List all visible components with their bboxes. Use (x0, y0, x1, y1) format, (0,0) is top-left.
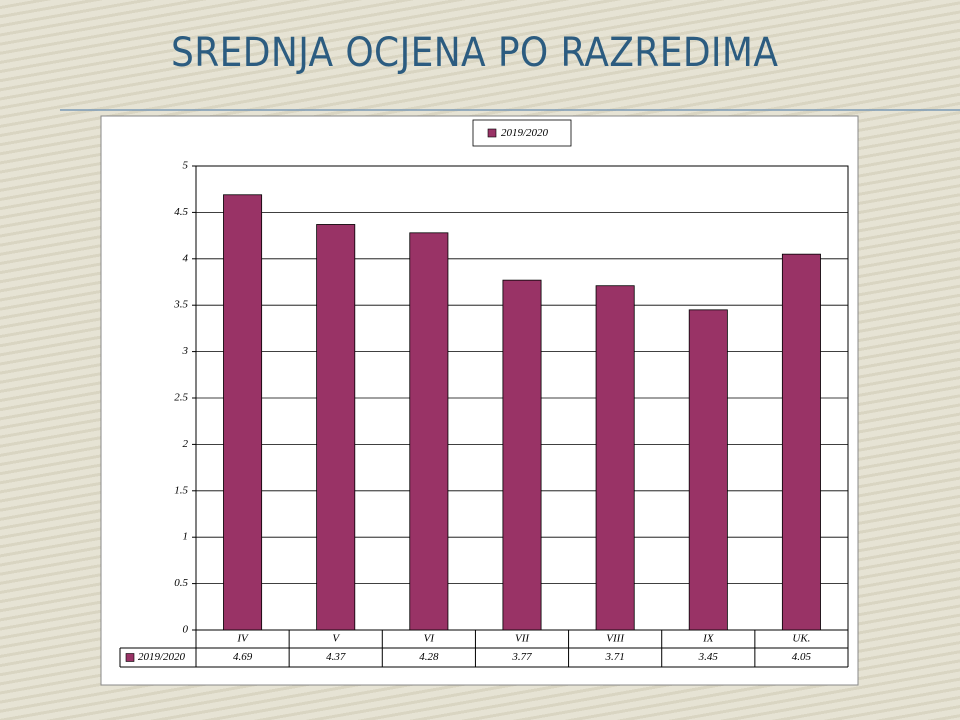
bar (595, 285, 635, 631)
bar (223, 194, 263, 631)
y-tick-label: 4 (183, 252, 189, 264)
table-value: 4.05 (792, 651, 812, 663)
y-tick-label: 2 (183, 438, 189, 450)
bar (781, 253, 821, 631)
x-tick-label: VII (515, 633, 530, 645)
y-tick-label: 5 (183, 160, 189, 172)
x-tick-label: IV (236, 633, 249, 645)
y-tick-label: 1 (183, 531, 189, 543)
legend-key (125, 653, 135, 662)
table-series-name: 2019/2020 (138, 651, 186, 663)
y-tick-label: 2.5 (174, 392, 188, 404)
table-value: 3.71 (605, 651, 625, 663)
bar (409, 232, 449, 631)
x-tick-label: VI (424, 633, 436, 645)
table-value: 4.37 (326, 651, 346, 663)
chart-title: SREDNJA OCJENA PO RAZREDIMA (171, 30, 779, 76)
table-value: 3.45 (698, 651, 719, 663)
bar (688, 309, 728, 631)
legend-key (487, 128, 497, 138)
y-tick-label: 3 (182, 345, 189, 357)
table-value: 4.28 (419, 651, 439, 663)
y-tick-label: 1.5 (174, 484, 188, 496)
x-tick-label: VIII (606, 633, 625, 645)
bar (502, 279, 542, 631)
y-tick-label: 3.5 (173, 299, 188, 311)
y-tick-label: 0.5 (174, 577, 188, 589)
x-tick-label: UK. (792, 633, 810, 645)
y-tick-label: 4.5 (174, 206, 188, 218)
table-value: 3.77 (511, 651, 532, 663)
x-tick-label: IX (702, 633, 715, 645)
bar (316, 224, 356, 631)
x-tick-label: V (332, 633, 340, 645)
y-tick-label: 0 (183, 624, 189, 636)
legend-label: 2019/2020 (501, 127, 549, 139)
table-value: 4.69 (233, 651, 253, 663)
